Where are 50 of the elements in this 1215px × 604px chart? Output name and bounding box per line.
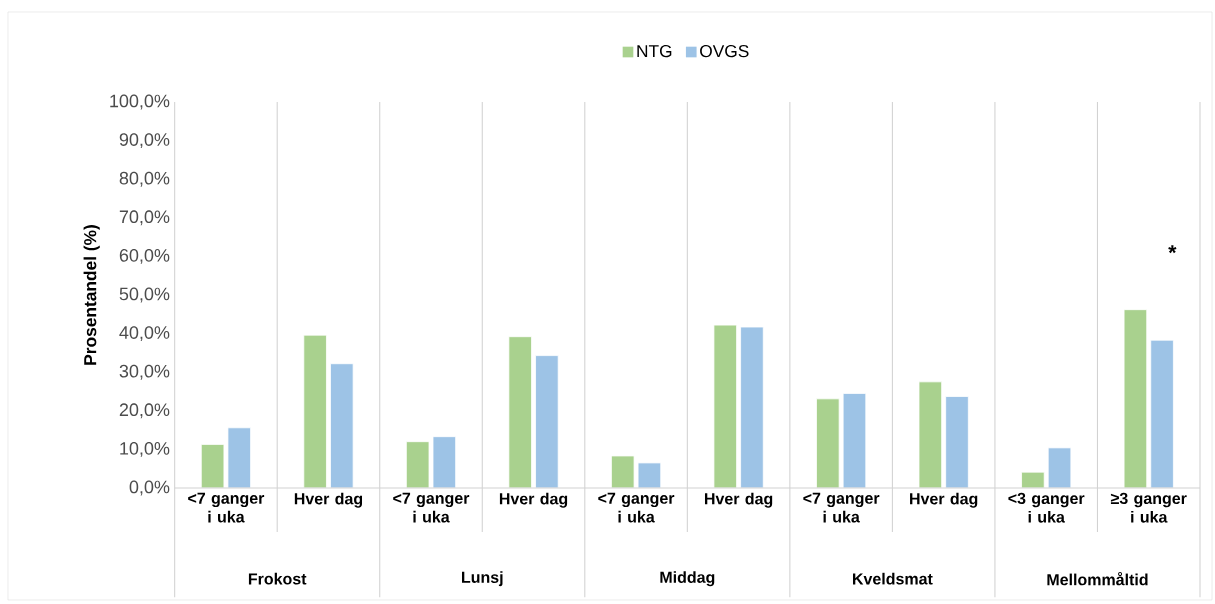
y-tick-label: 40,0% xyxy=(119,326,170,342)
bar xyxy=(1047,447,1072,489)
y-tick-label: 30,0% xyxy=(119,364,170,380)
text: Mellommåltid xyxy=(1047,572,1148,586)
bar xyxy=(405,441,430,489)
x-tick-label: Hver dag xyxy=(499,492,568,508)
text: Kveldsmat xyxy=(853,572,933,585)
bar xyxy=(432,436,457,489)
y-tick-label: 0,0% xyxy=(129,480,170,496)
y-tick-label: 100,0% xyxy=(110,94,170,110)
bar xyxy=(611,455,635,489)
bar xyxy=(816,398,840,489)
bar xyxy=(1021,471,1045,489)
x-tick-label: Hver dag xyxy=(294,492,363,508)
x-tick-label: Hver dag xyxy=(910,492,978,508)
annotation: * xyxy=(1168,245,1177,254)
text: Middag xyxy=(660,571,715,587)
x-tick-label: ≥3 ganger i uka xyxy=(1110,492,1187,523)
bar xyxy=(200,443,225,489)
legend-label: NTG xyxy=(637,44,672,58)
text: Lunsj xyxy=(462,571,503,587)
bar xyxy=(740,326,764,489)
y-tick-label: 20,0% xyxy=(119,403,170,419)
text: Frokost xyxy=(248,572,307,585)
y-tick-label: 80,0% xyxy=(119,171,170,187)
bar xyxy=(945,396,969,489)
bar xyxy=(713,324,737,489)
bar xyxy=(303,334,327,489)
bar xyxy=(535,355,559,489)
y-tick-label: 60,0% xyxy=(119,248,170,264)
y-tick-label: 70,0% xyxy=(119,210,170,226)
bar xyxy=(508,336,532,489)
y-tick-label: 10,0% xyxy=(120,441,170,457)
x-tick-label: <7 ganger i uka xyxy=(598,492,675,523)
bar xyxy=(1123,309,1148,489)
legend-label: OVGS xyxy=(700,44,749,58)
x-tick-label: <7 ganger i uka xyxy=(188,492,265,523)
bar xyxy=(918,381,943,489)
y-axis-title: Prosentandel (%) xyxy=(83,225,100,365)
bar xyxy=(1150,339,1174,489)
x-tick-label: <7 ganger i uka xyxy=(803,492,880,523)
y-tick-label: 90,0% xyxy=(119,133,170,149)
x-tick-label: <7 ganger i uka xyxy=(393,492,470,523)
x-tick-label: <3 ganger i uka xyxy=(1008,492,1085,523)
bar xyxy=(842,393,867,489)
x-tick-label: Hver dag xyxy=(704,492,773,508)
bar xyxy=(637,462,662,489)
bar xyxy=(227,427,251,489)
y-tick-label: 50,0% xyxy=(119,287,170,303)
bar xyxy=(330,363,354,489)
